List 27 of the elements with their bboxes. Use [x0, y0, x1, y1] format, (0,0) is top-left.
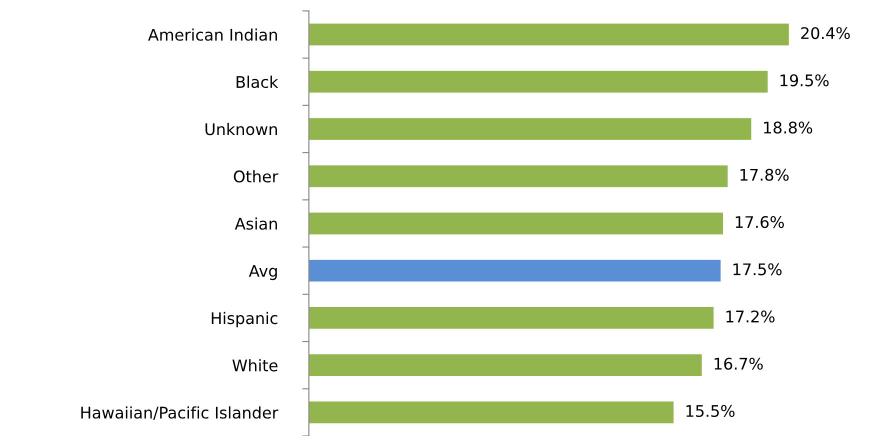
- bar: [308, 260, 721, 282]
- data-label: 15.5%: [686, 404, 735, 418]
- y-tick-label: Hispanic: [212, 312, 278, 328]
- data-label: 17.5%: [733, 263, 782, 276]
- bar: [308, 402, 674, 424]
- y-tick-label: Hawaiian/Pacific Islander: [81, 406, 278, 420]
- y-tick-label: White: [232, 359, 278, 372]
- data-label: 17.2%: [726, 310, 775, 323]
- data-label: 16.7%: [714, 358, 763, 370]
- bar: [308, 24, 789, 46]
- y-tick-label: American Indian: [148, 28, 277, 41]
- y-tick-label: Black: [236, 76, 278, 88]
- y-tick-label: Other: [234, 170, 278, 183]
- data-label: 17.8%: [740, 168, 789, 181]
- bar: [308, 307, 714, 329]
- bar: [308, 165, 728, 188]
- data-label: 17.6%: [736, 216, 784, 228]
- y-tick-label: Avg: [248, 265, 277, 280]
- y-tick-label: Asian: [234, 217, 277, 230]
- data-label: 20.4%: [801, 27, 850, 40]
- y-tick-label: Unknown: [206, 122, 277, 136]
- bar: [308, 354, 702, 376]
- data-label: 19.5%: [780, 74, 829, 86]
- bar: [308, 70, 768, 93]
- data-label: 18.8%: [764, 122, 812, 134]
- bar: [308, 118, 752, 140]
- bar: [308, 212, 723, 234]
